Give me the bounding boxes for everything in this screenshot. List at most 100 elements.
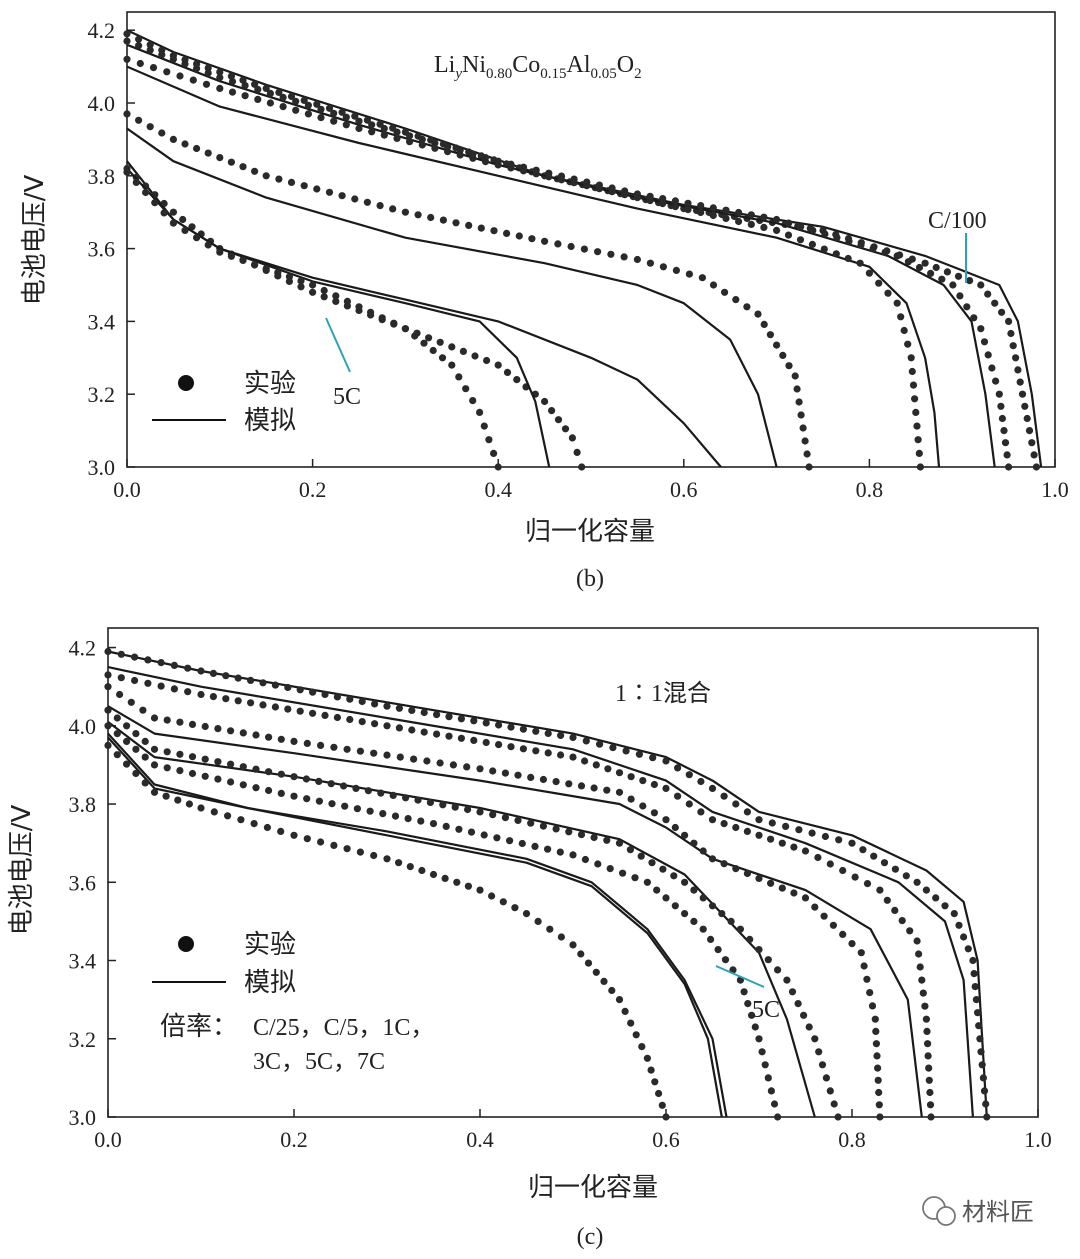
- panel-b-data-point: [216, 68, 224, 76]
- panel-b-data-point: [956, 292, 964, 300]
- panel-b-series-exp-4: [123, 110, 813, 471]
- panel-c-data-point: [923, 1027, 931, 1035]
- panel-c-data-point: [157, 682, 165, 690]
- panel-c-data-point: [239, 781, 247, 789]
- panel-b-data-point: [169, 135, 177, 143]
- panel-c-data-point: [302, 775, 310, 783]
- panel-c-data-point: [647, 1066, 655, 1074]
- panel-c-data-point: [370, 851, 378, 860]
- panel-c-data-point: [104, 683, 112, 691]
- panel-c-data-point: [366, 807, 374, 815]
- panel-c-data-point: [303, 739, 311, 748]
- panel-b-data-point: [494, 463, 502, 471]
- panel-c-data-point: [979, 1074, 988, 1082]
- panel-b-data-point: [142, 188, 150, 197]
- panel-b-data-point: [799, 424, 807, 432]
- panel-c-x-tick-label: 0.6: [652, 1127, 680, 1152]
- panel-b-data-point: [659, 200, 667, 208]
- panel-c-data-point: [615, 996, 624, 1004]
- panel-b-data-point: [567, 242, 575, 251]
- panel-c-data-point: [519, 745, 528, 753]
- panel-c-data-point: [606, 865, 614, 873]
- panel-b-data-point: [297, 277, 305, 285]
- panel-b-data-point: [1025, 427, 1034, 435]
- panel-c-data-point: [144, 679, 152, 687]
- panel-c-data-point: [353, 805, 361, 813]
- panel-c-data-point: [423, 757, 431, 765]
- panel-c-data-point: [902, 872, 910, 880]
- panel-c-data-point: [383, 722, 391, 730]
- panel-b-data-point: [633, 255, 642, 264]
- panel-b-data-point: [181, 140, 189, 148]
- panel-b-y-tick-label: 3.4: [88, 309, 116, 334]
- panel-c-data-point: [767, 835, 775, 843]
- panel-b-data-point: [785, 362, 793, 370]
- panel-c-data-point: [732, 865, 740, 873]
- panel-b-data-point: [697, 208, 705, 217]
- panel-c-data-point: [891, 865, 900, 873]
- panel-c-data-point: [621, 1007, 629, 1016]
- panel-b-data-point: [444, 148, 452, 156]
- panel-b-data-point: [801, 437, 809, 445]
- panel-c-data-point: [197, 667, 205, 675]
- panel-c-data-point: [925, 1064, 933, 1072]
- panel-c-x-tick-label: 1.0: [1024, 1127, 1052, 1152]
- panel-c-data-point: [834, 1113, 842, 1121]
- panel-c-data-point: [531, 842, 539, 851]
- panel-b-data-point: [548, 407, 556, 415]
- panel-c-data-point: [556, 848, 564, 856]
- panel-b-data-point: [1001, 439, 1010, 447]
- panel-b-data-point: [431, 144, 439, 152]
- panel-b-data-point: [557, 176, 566, 184]
- panel-c-data-point: [736, 925, 745, 933]
- panel-b-data-point: [684, 199, 692, 207]
- panel-c-data-point: [436, 759, 444, 767]
- panel-c-caption: (c): [577, 1224, 604, 1250]
- panel-c-data-point: [346, 715, 354, 724]
- panel-c-data-point: [457, 715, 465, 723]
- panel-b-data-point: [285, 273, 293, 281]
- panel-b-data-point: [977, 325, 985, 333]
- panel-c-data-point: [144, 656, 152, 664]
- panel-c-data-point: [778, 839, 786, 847]
- panel-b-data-point: [480, 422, 488, 430]
- panel-c-data-point: [790, 843, 798, 851]
- panel-c-data-point: [328, 800, 336, 808]
- panel-c-data-point: [141, 753, 149, 761]
- panel-c-data-point: [755, 816, 763, 824]
- panel-b-data-point: [380, 131, 388, 139]
- panel-c-data-point: [321, 690, 329, 699]
- panel-c-data-point: [674, 764, 682, 772]
- panel-b-data-point: [123, 37, 131, 45]
- panel-b-data-point: [595, 185, 604, 193]
- panel-c-data-point: [592, 761, 600, 769]
- panel-c-data-point: [821, 832, 830, 841]
- panel-c-data-point: [557, 933, 566, 941]
- panel-c-data-point: [327, 780, 335, 788]
- panel-c-data-point: [532, 747, 540, 755]
- panel-b-data-point: [266, 89, 274, 97]
- panel-c-data-point: [464, 882, 472, 890]
- panel-c-data-point: [464, 805, 472, 814]
- panel-b-data-point: [378, 314, 386, 322]
- panel-c-data-point: [370, 749, 378, 757]
- panel-c-data-point: [544, 729, 552, 738]
- panel-c-data-point: [925, 1076, 933, 1084]
- panel-b-data-point: [368, 128, 376, 136]
- panel-c-data-point: [174, 796, 182, 804]
- panel-c-data-point: [234, 674, 242, 682]
- panel-b-data-point: [418, 135, 426, 143]
- panel-b-data-point: [393, 134, 401, 142]
- panel-b-data-point: [607, 250, 615, 258]
- panel-c-data-point: [638, 1043, 646, 1051]
- panel-c-data-point: [197, 804, 205, 812]
- panel-b-data-point: [697, 202, 705, 210]
- panel-c-data-point: [783, 976, 791, 984]
- panel-c-data-point: [333, 713, 341, 722]
- panel-c-data-point: [539, 822, 548, 830]
- panel-b-data-point: [608, 188, 616, 196]
- panel-b-data-point: [169, 55, 177, 63]
- panel-b-data-point: [425, 334, 433, 342]
- panel-b-data-point: [1028, 439, 1036, 447]
- panel-c-data-point: [758, 1048, 766, 1056]
